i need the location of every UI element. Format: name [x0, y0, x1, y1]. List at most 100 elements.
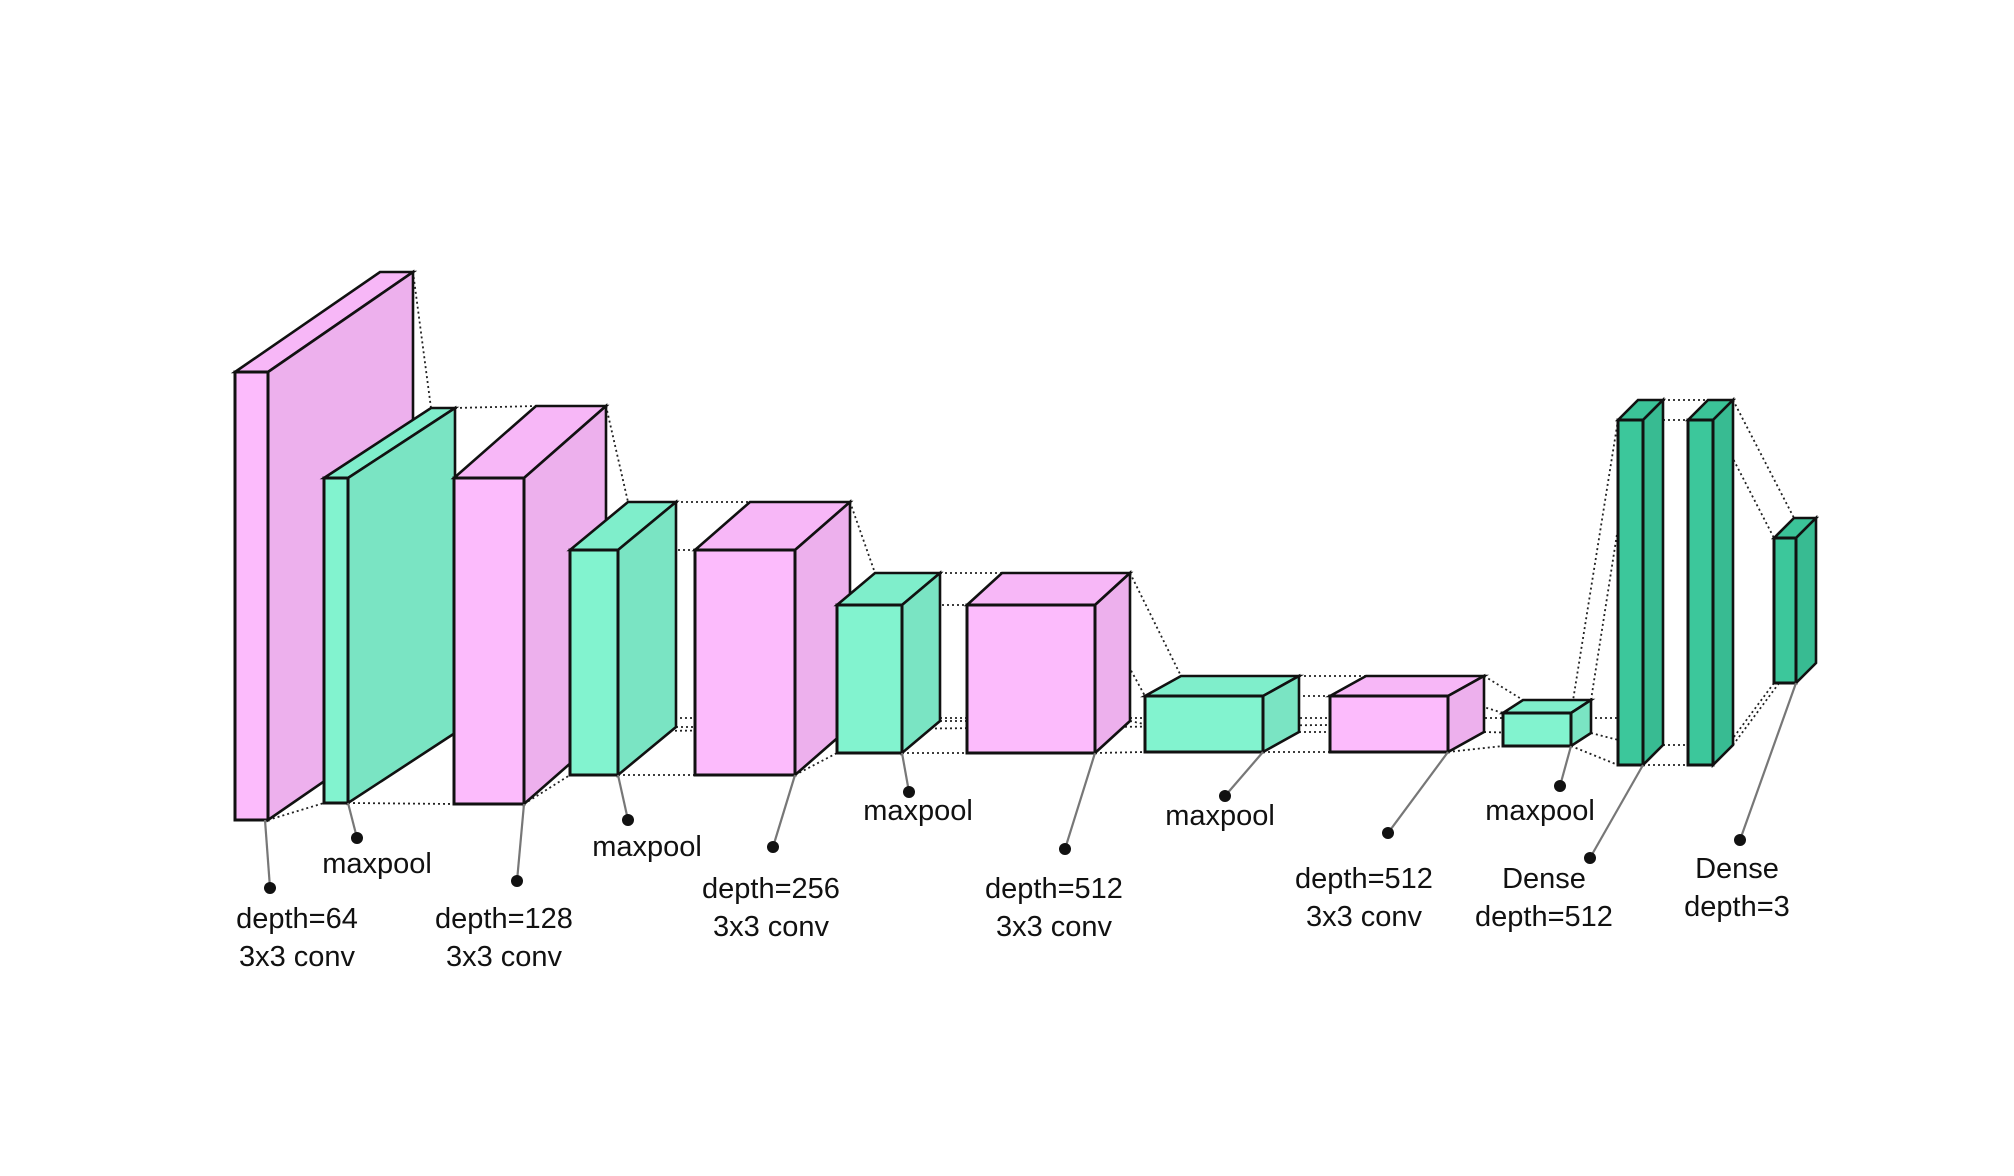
- leader-pool5: [1554, 745, 1573, 792]
- block-pool4-front: [1143, 694, 1265, 754]
- connector-6-2: [1094, 751, 1146, 754]
- label-dense512: Dense depth=512: [1475, 863, 1613, 933]
- label-conv512-a: depth=512 3x3 conv: [985, 873, 1123, 943]
- connector-11-1: [1712, 419, 1775, 539]
- connector-8-2: [1447, 745, 1504, 753]
- block-pool3: [833, 570, 944, 756]
- leader-conv64-dot: [264, 882, 276, 894]
- label-leaders: [263, 682, 1798, 894]
- connector-11-2: [1712, 682, 1775, 766]
- block-dense3-side: [1794, 514, 1818, 687]
- label-conv128-depth: depth=128: [435, 903, 573, 935]
- block-pool5: [1498, 697, 1596, 749]
- label-conv64-op: 3x3 conv: [239, 941, 356, 973]
- block-dense512a: [1614, 396, 1667, 769]
- connector-8-3: [1483, 731, 1524, 734]
- leader-conv64: [263, 819, 276, 894]
- label-maxpool-5: maxpool: [1485, 795, 1595, 827]
- block-conv512b-front: [1328, 694, 1450, 754]
- leader-pool3: [900, 752, 915, 798]
- block-conv256-front: [693, 548, 797, 777]
- block-dense512a-side: [1641, 396, 1665, 769]
- block-conv64-front: [233, 370, 270, 822]
- label-maxpool-4: maxpool: [1165, 800, 1275, 832]
- block-pool3-side: [900, 570, 942, 756]
- label-conv512a-depth: depth=512: [985, 873, 1123, 905]
- block-conv512a-side: [1093, 570, 1132, 756]
- leader-dense3-line: [1738, 682, 1798, 841]
- connector-8-0: [1483, 675, 1524, 701]
- connector-1-0: [454, 405, 537, 409]
- block-dense3-front: [1772, 536, 1798, 685]
- block-pool1-side: [346, 405, 457, 806]
- layer-blocks: [230, 269, 1820, 823]
- label-dense3-type: Dense: [1695, 853, 1779, 885]
- leader-conv128: [511, 803, 526, 887]
- block-pool5-front: [1501, 711, 1573, 748]
- block-conv512a: [963, 570, 1134, 756]
- leader-conv128-line: [515, 803, 526, 882]
- leader-pool4-line: [1224, 751, 1264, 797]
- label-conv128: depth=128 3x3 conv: [435, 903, 573, 973]
- leader-pool3-dot: [903, 786, 915, 798]
- leader-pool2: [616, 774, 634, 826]
- connector-2-0: [605, 405, 629, 503]
- block-conv512a-front: [965, 603, 1097, 755]
- leader-conv128-dot: [511, 875, 523, 887]
- label-dense3: Dense depth=3: [1684, 853, 1790, 923]
- block-pool4: [1139, 673, 1305, 755]
- block-dense512a-front: [1616, 418, 1645, 767]
- leader-conv512a: [1059, 752, 1097, 855]
- leader-conv256: [767, 774, 797, 853]
- label-dense3-depth: depth=3: [1684, 891, 1790, 923]
- leader-pool1-dot: [351, 832, 363, 844]
- leader-pool5-dot: [1554, 780, 1566, 792]
- label-maxpool-1: maxpool: [322, 848, 432, 880]
- leader-conv64-line: [263, 819, 272, 889]
- leader-conv256-dot: [767, 841, 779, 853]
- connector-4-0: [849, 501, 876, 574]
- connector-11-0: [1732, 399, 1795, 519]
- block-pool2: [566, 499, 680, 778]
- label-dense512-type: Dense: [1502, 863, 1586, 895]
- leader-conv512b-dot: [1382, 827, 1394, 839]
- block-pool1-front: [322, 476, 350, 805]
- label-conv256-depth: depth=256: [702, 873, 840, 905]
- leader-dense512: [1584, 764, 1644, 864]
- leader-pool2-line: [616, 774, 630, 821]
- connector-0-0: [412, 271, 432, 409]
- label-maxpool-2: maxpool: [592, 831, 702, 863]
- leader-pool4: [1219, 751, 1264, 802]
- block-dense512b-front: [1686, 418, 1715, 767]
- connector-2-2: [523, 774, 571, 805]
- leader-dense512-line: [1589, 764, 1644, 859]
- leader-conv512b: [1382, 751, 1449, 839]
- label-conv64: depth=64 3x3 conv: [236, 903, 358, 973]
- leader-conv512a-line: [1063, 752, 1097, 850]
- label-conv512b-depth: depth=512: [1295, 863, 1433, 895]
- leader-dense3: [1734, 682, 1798, 846]
- leader-pool1-line: [346, 802, 359, 839]
- leader-pool3-line: [900, 752, 911, 793]
- block-pool2-front: [568, 548, 620, 777]
- label-dense512-depth: depth=512: [1475, 901, 1613, 933]
- label-maxpool-3: maxpool: [863, 795, 973, 827]
- label-conv512-b: depth=512 3x3 conv: [1295, 863, 1433, 933]
- block-pool2-side: [616, 499, 678, 778]
- label-conv64-depth: depth=64: [236, 903, 358, 935]
- block-conv512b: [1324, 673, 1490, 755]
- block-dense512b-side: [1711, 396, 1735, 769]
- label-conv256: depth=256 3x3 conv: [702, 873, 840, 943]
- leader-dense3-dot: [1734, 834, 1746, 846]
- leader-conv256-line: [771, 774, 797, 848]
- leader-conv512a-dot: [1059, 843, 1071, 855]
- block-dense3: [1770, 514, 1820, 687]
- block-pool3-front: [835, 603, 904, 755]
- block-dense512b: [1684, 396, 1737, 769]
- leader-conv512b-line: [1387, 751, 1449, 834]
- leader-pool1: [346, 802, 363, 844]
- block-conv128-front: [452, 476, 526, 806]
- connector-9-2: [1570, 745, 1619, 766]
- leader-pool4-dot: [1219, 790, 1231, 802]
